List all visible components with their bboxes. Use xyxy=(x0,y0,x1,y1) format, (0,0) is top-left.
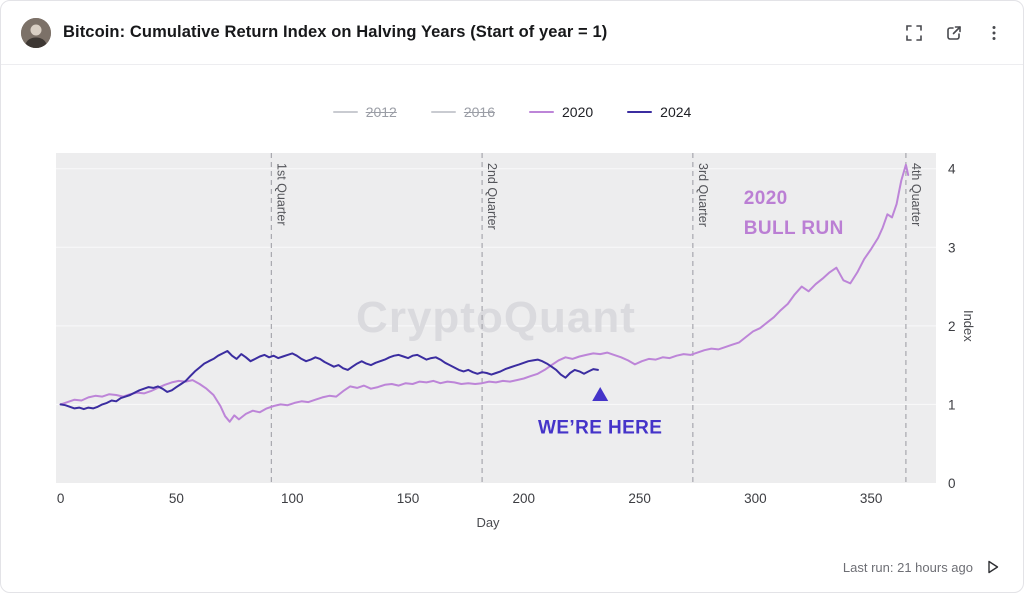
annotation-bull-run: BULL RUN xyxy=(744,218,844,239)
open-external-button[interactable] xyxy=(945,24,963,42)
page-title: Bitcoin: Cumulative Return Index on Halv… xyxy=(63,23,608,41)
y-tick-label: 4 xyxy=(948,162,956,177)
quarter-label: 2nd Quarter xyxy=(485,163,499,230)
quarter-label: 3rd Quarter xyxy=(696,163,710,227)
x-tick-label: 50 xyxy=(169,491,184,506)
legend-label: 2012 xyxy=(365,104,397,120)
header-icons xyxy=(905,24,1003,42)
x-tick-label: 350 xyxy=(860,491,883,506)
quarter-label: 4th Quarter xyxy=(909,163,923,226)
quarter-label: 1st Quarter xyxy=(274,163,288,226)
last-run-label: Last run: 21 hours ago xyxy=(842,559,973,575)
x-tick-label: 0 xyxy=(57,491,65,506)
open-external-icon xyxy=(947,25,961,40)
legend-swatch xyxy=(627,111,653,113)
y-axis-title: Index xyxy=(961,310,976,342)
we-are-here-marker xyxy=(592,387,609,401)
fullscreen-icon xyxy=(906,24,922,41)
y-tick-label: 3 xyxy=(948,240,956,255)
series-line-2024[interactable] xyxy=(59,350,599,411)
legend-item-2020[interactable]: 2020 xyxy=(529,104,593,120)
footer: Last run: 21 hours ago xyxy=(843,559,1001,575)
legend-item-2012[interactable]: 2012 xyxy=(332,104,397,120)
x-tick-label: 200 xyxy=(513,491,536,506)
legend-swatch xyxy=(332,111,358,113)
watermark: CryptoQuant xyxy=(356,293,636,342)
series-line-2020[interactable] xyxy=(59,163,910,423)
run-button[interactable] xyxy=(985,559,1001,575)
legend-label: 2020 xyxy=(562,104,594,120)
y-tick-label: 1 xyxy=(948,397,956,412)
annotation-bull-run: 2020 xyxy=(744,188,788,209)
avatar[interactable] xyxy=(21,17,51,48)
fullscreen-button[interactable] xyxy=(905,24,923,42)
x-tick-label: 250 xyxy=(628,491,651,506)
x-axis-title: Day xyxy=(476,515,500,530)
x-tick-label: 100 xyxy=(281,491,304,506)
x-tick-label: 300 xyxy=(744,491,767,506)
more-options-icon xyxy=(992,25,996,40)
chart-area[interactable]: CryptoQuant 1st Quarter 2nd Quarter 3rd Qua… xyxy=(56,153,996,533)
y-tick-label: 2 xyxy=(948,319,956,334)
header: Bitcoin: Cumulative Return Index on Halv… xyxy=(1,1,1023,65)
legend-label: 2024 xyxy=(660,104,692,120)
play-icon xyxy=(988,560,999,574)
legend-swatch xyxy=(430,111,456,113)
x-tick-label: 150 xyxy=(397,491,420,506)
avatar-person-icon xyxy=(21,17,51,48)
plot-background xyxy=(56,153,936,483)
legend: 2012 2016 2020 2024 xyxy=(1,104,1023,120)
annotation-we-are-here: WE’RE HERE xyxy=(538,418,662,439)
legend-swatch xyxy=(529,111,554,113)
more-options-button[interactable] xyxy=(985,24,1003,42)
y-tick-label: 0 xyxy=(948,476,956,491)
legend-item-2024[interactable]: 2024 xyxy=(627,104,691,120)
legend-label: 2016 xyxy=(463,104,495,120)
legend-item-2016[interactable]: 2016 xyxy=(430,104,495,120)
